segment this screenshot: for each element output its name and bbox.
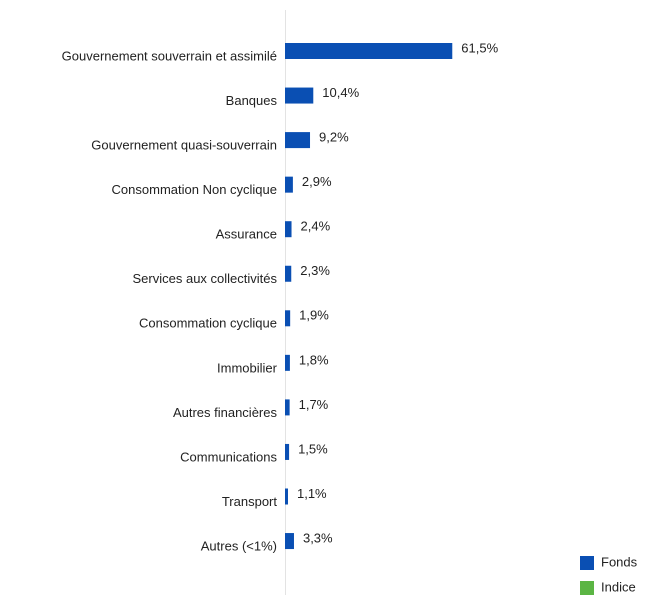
value-label: 9,2%: [319, 130, 349, 145]
category-label: Autres (<1%): [201, 538, 277, 553]
category-label: Assurance: [216, 227, 277, 242]
bar: [285, 221, 292, 238]
value-label: 2,4%: [301, 219, 331, 234]
value-label: 1,1%: [297, 486, 327, 501]
value-label: 1,5%: [298, 441, 328, 456]
legend-label: Fonds: [601, 554, 638, 569]
category-label: Services aux collectivités: [133, 271, 278, 286]
category-label: Transport: [222, 494, 278, 509]
bar: [285, 533, 294, 550]
legend-label: Indice: [601, 579, 636, 594]
bar: [285, 265, 292, 282]
bar: [285, 354, 290, 371]
value-label: 1,8%: [299, 352, 329, 367]
value-label: 2,9%: [302, 174, 332, 189]
value-label: 61,5%: [461, 40, 498, 55]
category-label: Consommation Non cyclique: [112, 182, 277, 197]
bar: [285, 443, 290, 460]
bar: [285, 488, 288, 505]
bar: [285, 87, 314, 104]
value-label: 10,4%: [322, 85, 359, 100]
category-label: Consommation cyclique: [139, 316, 277, 331]
value-label: 2,3%: [300, 263, 330, 278]
category-label: Autres financières: [173, 405, 278, 420]
bar: [285, 43, 453, 59]
legend-swatch: [580, 556, 594, 570]
value-label: 3,3%: [303, 530, 333, 545]
bar: [285, 399, 290, 416]
category-label: Communications: [180, 449, 277, 464]
bar: [285, 132, 311, 149]
bar: [285, 310, 291, 327]
category-label: Gouvernement quasi-souverrain: [91, 138, 277, 153]
value-label: 1,9%: [299, 308, 329, 323]
category-label: Immobilier: [217, 360, 278, 375]
value-label: 1,7%: [299, 397, 329, 412]
bar: [285, 176, 293, 193]
category-label: Gouvernement souverrain et assimilé: [62, 48, 277, 63]
category-label: Banques: [226, 93, 278, 108]
legend-swatch: [580, 581, 594, 595]
